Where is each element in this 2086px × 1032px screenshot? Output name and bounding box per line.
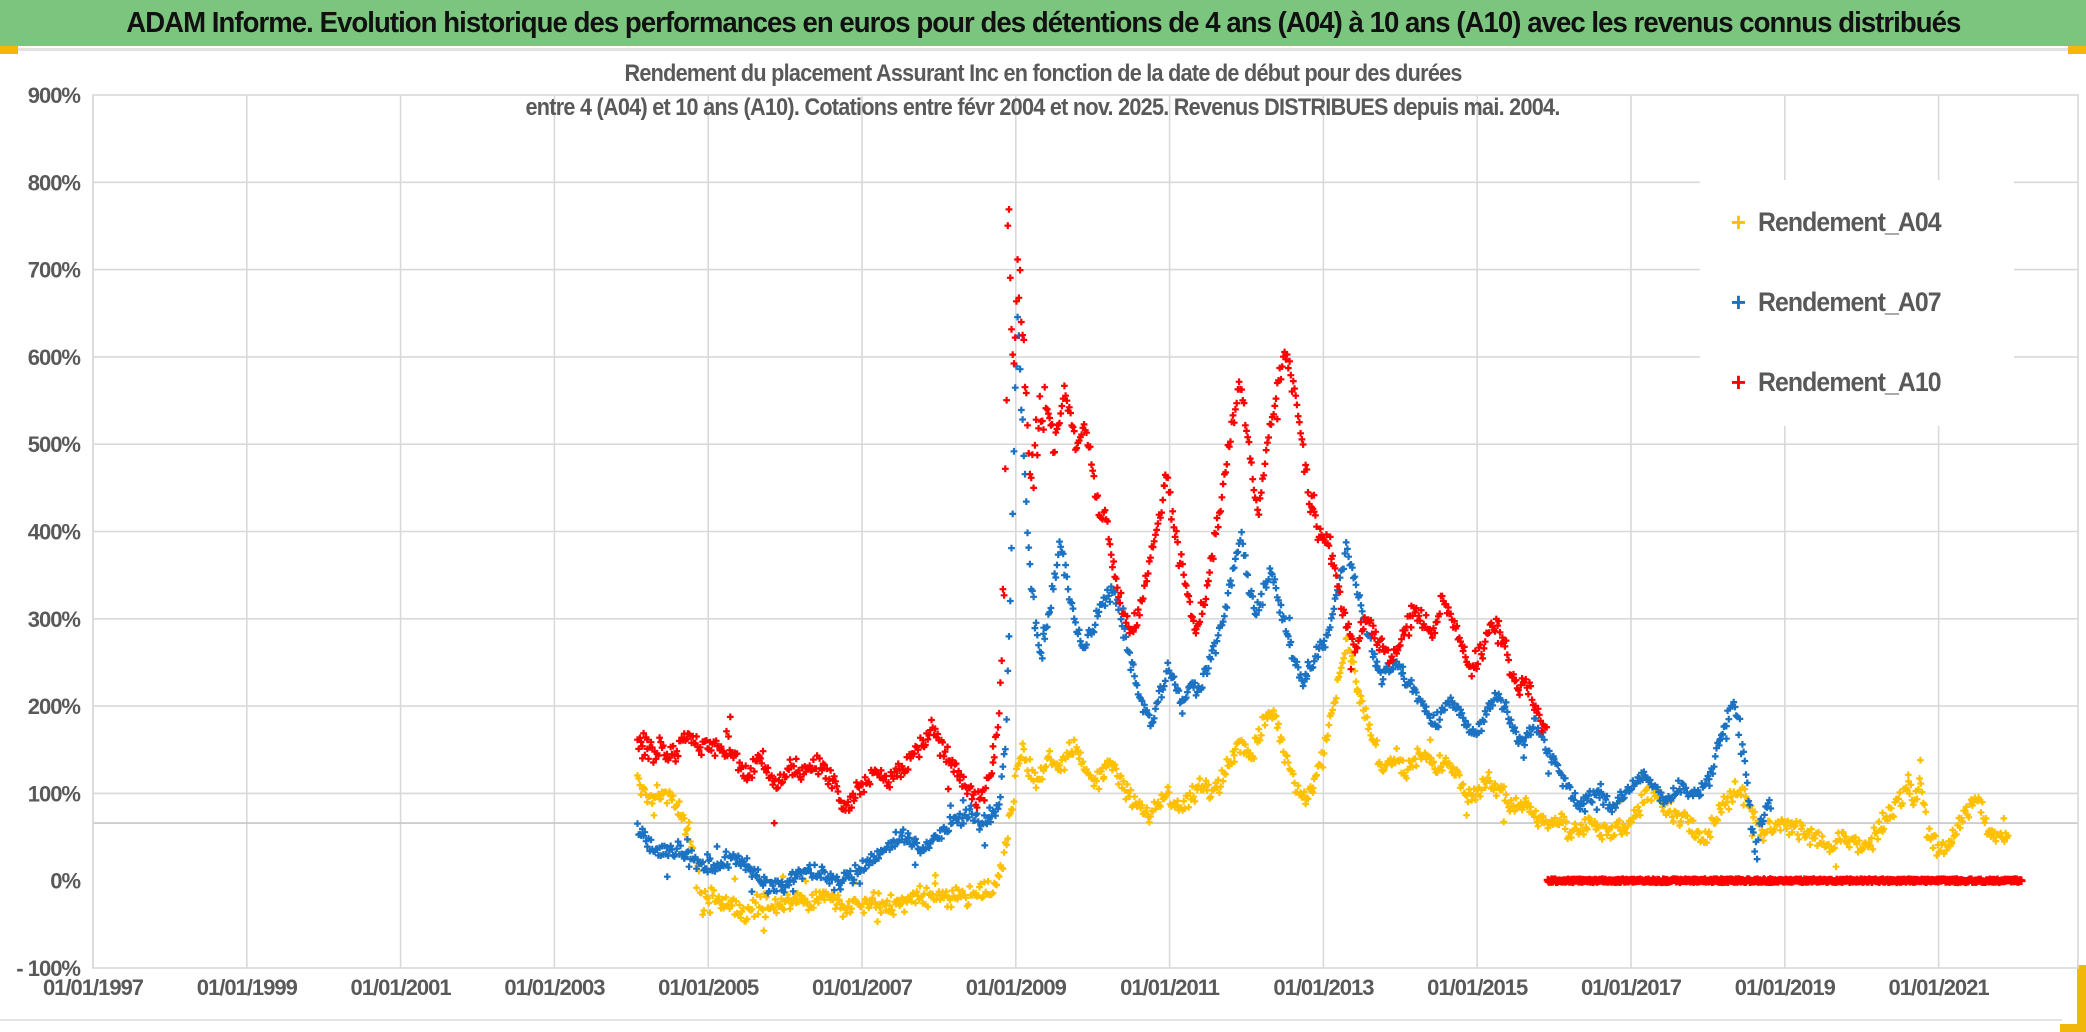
y-axis-label: 800%	[28, 170, 81, 195]
legend: + Rendement_A04 + Rendement_A07 + Rendem…	[1700, 180, 2014, 426]
legend-label-a07: Rendement_A07	[1758, 286, 1942, 317]
banner-title: ADAM Informe. Evolution historique des p…	[125, 6, 1961, 39]
gold-accent-right-edge	[2077, 965, 2086, 1032]
y-axis-label: 400%	[28, 520, 81, 545]
plus-marker-icon-a04: +	[1730, 207, 1746, 237]
chart-title-line-2: entre 4 (A04) et 10 ans (A10). Cotations…	[525, 94, 1561, 121]
plot-border	[92, 94, 2079, 969]
legend-item-a10: + Rendement_A10	[1700, 362, 2014, 402]
series-points-rendement_a07	[634, 313, 1775, 897]
x-axis-label: 01/01/2019	[1735, 975, 1836, 1000]
y-axis-label: 500%	[28, 432, 81, 457]
x-axis-label: 01/01/2021	[1889, 975, 1990, 1000]
x-axis-label: 01/01/1997	[43, 975, 144, 1000]
x-axis-label: 01/01/2015	[1427, 975, 1528, 1000]
x-axis-label: 01/01/2011	[1120, 975, 1220, 1000]
a10-zero-line	[1543, 875, 2026, 887]
y-axis-label: 200%	[28, 694, 81, 719]
gold-accent-top-left	[0, 46, 18, 54]
legend-item-a04: + Rendement_A04	[1700, 202, 2014, 242]
plus-marker-icon-a07: +	[1730, 287, 1746, 317]
gold-accent-bottom-right	[2060, 1024, 2086, 1032]
legend-item-a07: + Rendement_A07	[1700, 282, 2014, 322]
banner-separator-line	[18, 48, 2068, 51]
plus-marker-icon-a10: +	[1730, 367, 1746, 397]
legend-label-a10: Rendement_A10	[1758, 366, 1942, 397]
x-axis-label: 01/01/2007	[812, 975, 913, 1000]
banner: ADAM Informe. Evolution historique des p…	[0, 0, 2086, 46]
chart-title-line-1: Rendement du placement Assurant Inc en f…	[624, 60, 1462, 87]
bottom-separator-line	[0, 1019, 2062, 1021]
stray-point	[770, 819, 778, 827]
x-axis-label: 01/01/2013	[1273, 975, 1374, 1000]
y-axis-label: 0%	[50, 869, 80, 894]
series-points-rendement_a10	[634, 206, 1551, 814]
x-axis-label: 01/01/2003	[504, 975, 605, 1000]
gold-accent-top-right	[2068, 46, 2086, 54]
x-axis-label: 01/01/1999	[197, 975, 298, 1000]
y-axis-label: 600%	[28, 345, 81, 370]
series-points-rendement_a04	[634, 634, 2012, 935]
y-axis-label: 100%	[28, 781, 81, 806]
y-axis-label: - 100%	[16, 956, 80, 981]
x-axis-label: 01/01/2009	[966, 975, 1067, 1000]
x-axis-label: 01/01/2005	[658, 975, 759, 1000]
x-axis-label: 01/01/2001	[351, 975, 452, 1000]
y-axis-label: 300%	[28, 607, 81, 632]
x-axis-label: 01/01/2017	[1581, 975, 1682, 1000]
y-axis-label: 700%	[28, 258, 81, 283]
y-axis-label: 900%	[28, 83, 81, 108]
legend-label-a04: Rendement_A04	[1758, 206, 1942, 237]
